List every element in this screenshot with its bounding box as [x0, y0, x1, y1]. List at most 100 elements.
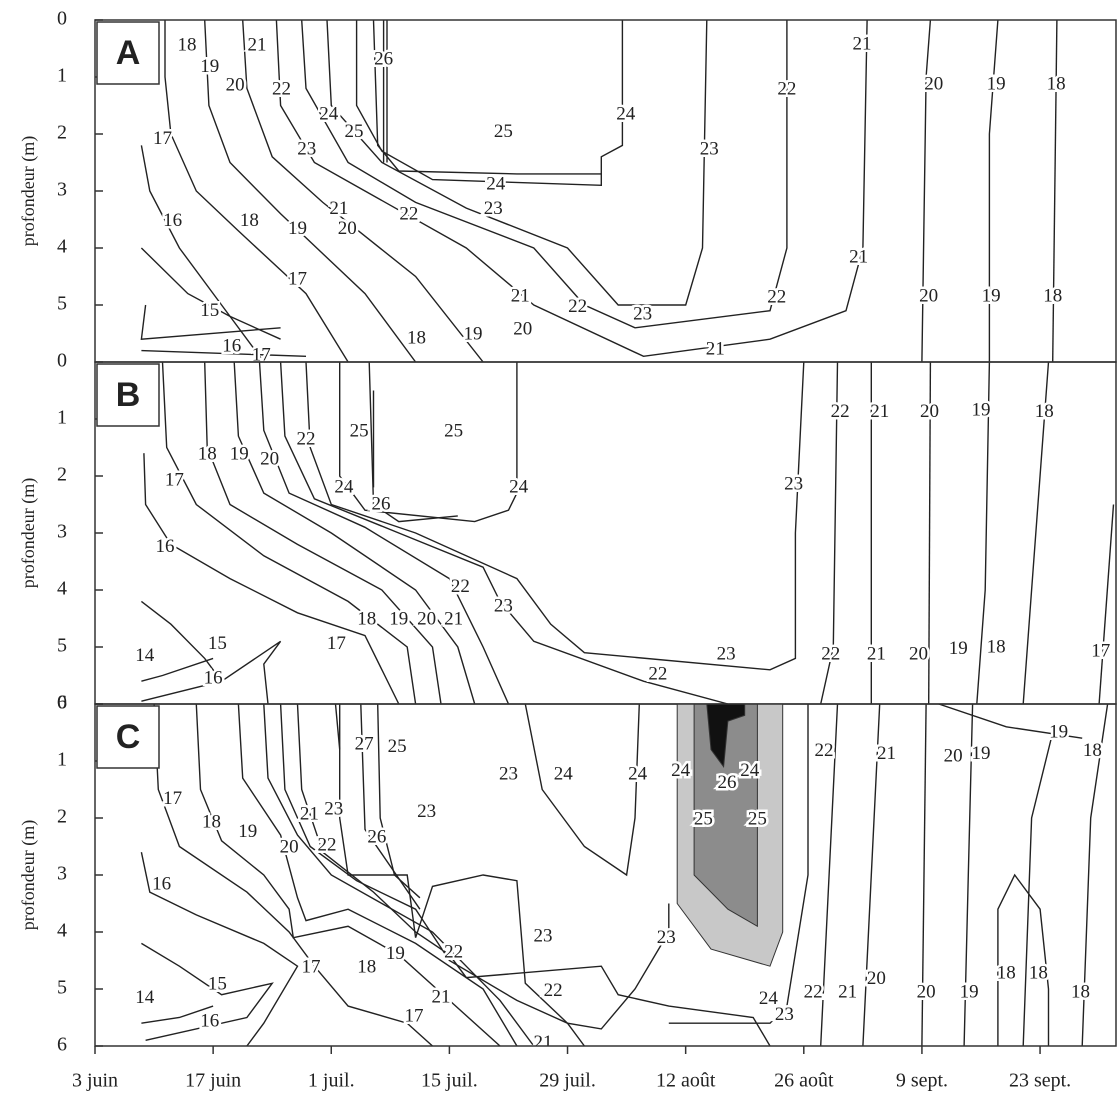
y-tick-label: 6: [57, 1034, 67, 1056]
isotherm-label: 18: [1083, 740, 1102, 761]
isotherm-label: 21: [849, 247, 868, 268]
isotherm-label: 23: [775, 1004, 794, 1025]
isotherm-label: 23: [324, 798, 343, 819]
isotherm-label: 17: [165, 469, 184, 490]
isotherm: [164, 20, 349, 362]
isotherm-label: 23: [657, 927, 676, 948]
isotherm-label: 19: [982, 285, 1001, 306]
isotherm: [195, 704, 501, 1046]
isotherm-label: 21: [300, 804, 319, 825]
panel-label-box: [96, 363, 160, 427]
isotherm-label: 19: [464, 324, 483, 345]
isotherm-label: 15: [208, 633, 227, 654]
isotherm-label: 22: [568, 296, 587, 317]
x-tick-label: 15 juil.: [421, 1070, 478, 1092]
isotherm-label: 24: [554, 764, 574, 785]
isotherm-label: 22: [296, 428, 315, 449]
y-axis-label: profondeur (m): [18, 136, 39, 246]
shaded-region: [706, 704, 746, 769]
isotherm-label: 19: [288, 218, 307, 239]
y-tick-label: 5: [57, 635, 67, 657]
isotherm-label: 20: [260, 448, 279, 469]
isotherm-label: 17: [302, 956, 321, 977]
isotherm-label: 17: [252, 345, 271, 366]
isotherm-label: 17: [163, 788, 182, 809]
y-tick-label: 2: [57, 806, 67, 828]
isotherm-label: 24: [740, 760, 760, 781]
isotherm: [963, 704, 974, 1046]
y-axis-label: profondeur (m): [18, 478, 39, 588]
isotherm-label: 21: [870, 401, 889, 422]
y-tick-label: 5: [57, 977, 67, 999]
isotherm: [360, 704, 421, 910]
isotherm-label: 21: [706, 338, 725, 359]
isotherm: [820, 704, 839, 1046]
panel: 14 15 16 17 16 18 19 20 22 25 25 24 26 24 17 18 19 20 21 22…: [133, 362, 1115, 704]
x-tick-label: 17 juin: [185, 1070, 241, 1092]
isotherm-label: 26: [718, 772, 737, 793]
isotherm: [140, 304, 281, 340]
isotherm-label: 20: [338, 218, 357, 239]
isotherm-label: 18: [407, 328, 426, 349]
isotherm-label: 20: [917, 981, 936, 1002]
isotherm-label: 19: [1049, 721, 1068, 742]
panel-label: C: [116, 718, 141, 756]
isotherm: [141, 349, 307, 357]
y-tick-label: 4: [57, 578, 67, 600]
isotherm-label: 15: [208, 973, 227, 994]
isotherm: [976, 362, 991, 704]
isotherm: [141, 942, 274, 1041]
isotherm-label: 22: [831, 401, 850, 422]
isotherm-label: 22: [451, 576, 470, 597]
isotherm-label: 23: [717, 643, 736, 664]
isotherm-label: 25: [494, 121, 513, 142]
isotherm: [296, 704, 771, 1046]
y-tick-label: 0: [57, 8, 67, 30]
shaded-region: [693, 704, 758, 928]
isotherm-label: 20: [920, 401, 939, 422]
isotherm-label: 22: [272, 78, 291, 99]
isotherm: [377, 704, 421, 899]
isotherm-label: 25: [345, 121, 364, 142]
isotherm-label: 20: [280, 837, 299, 858]
isotherm-label: 22: [544, 980, 563, 1001]
y-tick-label: 1: [57, 65, 67, 87]
isotherm: [301, 20, 788, 329]
isotherm-label: 21: [877, 743, 896, 764]
isotherm-label: 23: [417, 801, 436, 822]
isotherm: [140, 247, 281, 340]
y-tick-label: 1: [57, 407, 67, 429]
isotherm: [668, 704, 809, 1024]
isotherm-label: 25: [388, 736, 407, 757]
isotherm-label: 22: [777, 78, 796, 99]
y-tick-label: 4: [57, 920, 67, 942]
isotherm: [275, 20, 868, 358]
y-axis-label: profondeur (m): [18, 820, 39, 930]
isotherm-label: 18: [1043, 285, 1062, 306]
x-tick-label: 1 juil.: [308, 1070, 355, 1092]
isotherm: [372, 20, 602, 175]
isotherm-label: 16: [156, 536, 175, 557]
isotherm-label: 24: [509, 476, 529, 497]
isotherm: [862, 704, 881, 1046]
isotherm-label: 22: [767, 287, 786, 308]
isotherm: [237, 704, 518, 1046]
panel-label: B: [116, 376, 141, 414]
isotherm-label: 25: [748, 809, 767, 830]
x-tick-label: 9 sept.: [896, 1070, 948, 1092]
isotherm: [997, 873, 1050, 1046]
isotherm: [339, 704, 670, 1030]
isotherm-label: 18: [1029, 963, 1048, 984]
isotherm-label: 19: [949, 638, 968, 659]
isotherm-label: 20: [919, 285, 938, 306]
isotherm: [1052, 20, 1058, 362]
isotherm-label: 20: [867, 968, 886, 989]
isotherm-label: 14: [135, 645, 155, 666]
isotherm-label: 18: [177, 35, 196, 56]
isotherm-label: 14: [135, 987, 155, 1008]
isotherm-label: 25: [444, 420, 463, 441]
x-tick-label: 23 sept.: [1009, 1070, 1071, 1092]
x-tick-label: 3 juin: [72, 1070, 118, 1092]
